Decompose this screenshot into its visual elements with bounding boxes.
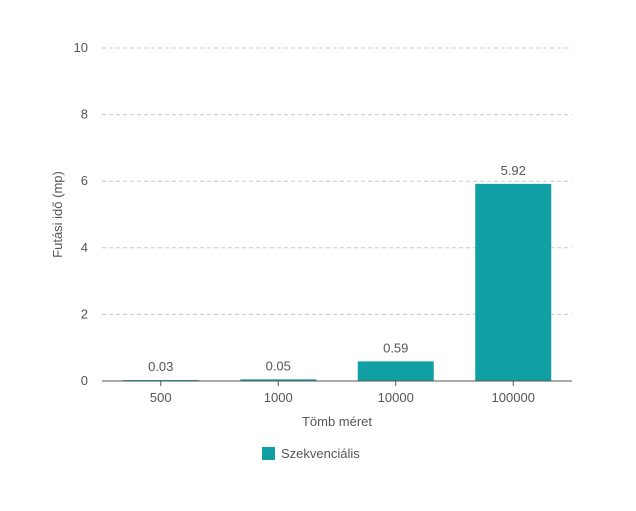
y-tick-label: 10 xyxy=(74,40,88,55)
y-tick-label: 8 xyxy=(81,107,88,122)
bar-100000[interactable] xyxy=(475,183,552,381)
data-label: 5.92 xyxy=(501,163,526,178)
data-labels: 0.03 0.05 0.59 5.92 xyxy=(148,163,526,374)
y-tick-label: 2 xyxy=(81,306,88,321)
data-label: 0.59 xyxy=(383,340,408,355)
legend-label: Szekvenciális xyxy=(281,446,360,461)
y-axis-ticks: 0 2 4 6 8 10 xyxy=(74,40,88,388)
legend[interactable]: Szekvenciális xyxy=(262,446,360,461)
bar-10000[interactable] xyxy=(357,361,434,381)
data-label: 0.05 xyxy=(266,358,291,373)
y-axis-title: Futási idő (mp) xyxy=(50,171,65,258)
bar-1000[interactable] xyxy=(240,379,317,381)
x-tick-label: 100000 xyxy=(492,390,535,405)
x-tick-label: 500 xyxy=(150,390,172,405)
x-tick-label: 10000 xyxy=(378,390,414,405)
grid-lines xyxy=(102,47,572,315)
bars xyxy=(122,183,552,381)
y-tick-label: 0 xyxy=(81,373,88,388)
y-tick-label: 4 xyxy=(81,240,88,255)
y-tick-label: 6 xyxy=(81,173,88,188)
data-label: 0.03 xyxy=(148,359,173,374)
legend-swatch xyxy=(262,447,275,460)
x-axis-title: Tömb méret xyxy=(302,414,372,429)
x-axis-ticks: 500 1000 10000 100000 xyxy=(150,381,535,405)
x-tick-label: 1000 xyxy=(264,390,293,405)
